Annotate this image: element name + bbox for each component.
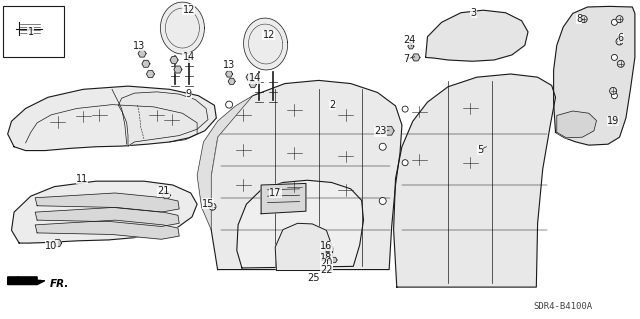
Polygon shape: [142, 60, 150, 67]
Polygon shape: [237, 180, 364, 268]
Text: 18: 18: [320, 253, 333, 263]
Polygon shape: [163, 192, 170, 199]
Polygon shape: [412, 54, 420, 61]
Polygon shape: [174, 66, 182, 73]
Text: 21: 21: [157, 186, 170, 197]
Circle shape: [616, 16, 623, 23]
Polygon shape: [161, 2, 204, 54]
Polygon shape: [408, 44, 414, 49]
Text: 19: 19: [607, 116, 620, 126]
Polygon shape: [197, 96, 253, 230]
Text: 24: 24: [403, 35, 416, 45]
Polygon shape: [8, 86, 216, 151]
Polygon shape: [228, 78, 235, 85]
Circle shape: [226, 101, 232, 108]
Circle shape: [611, 119, 618, 125]
Bar: [3, 6, 64, 57]
Circle shape: [618, 60, 624, 67]
Text: FR.: FR.: [50, 279, 69, 289]
Circle shape: [580, 16, 587, 23]
Circle shape: [402, 160, 408, 166]
Polygon shape: [138, 50, 146, 57]
Polygon shape: [12, 181, 197, 243]
Circle shape: [616, 38, 623, 45]
Text: 15: 15: [202, 198, 214, 209]
Polygon shape: [226, 71, 232, 77]
Circle shape: [380, 197, 386, 204]
Polygon shape: [384, 126, 394, 135]
Polygon shape: [275, 223, 333, 271]
Circle shape: [611, 55, 618, 60]
Circle shape: [380, 143, 386, 150]
Polygon shape: [261, 183, 306, 214]
Text: 25: 25: [307, 273, 320, 283]
Text: 14: 14: [182, 52, 195, 63]
Text: 10: 10: [45, 241, 58, 251]
Polygon shape: [331, 257, 337, 263]
Text: 11: 11: [76, 174, 88, 184]
Polygon shape: [557, 111, 596, 138]
Polygon shape: [54, 240, 61, 247]
Polygon shape: [554, 6, 635, 145]
Polygon shape: [118, 92, 208, 146]
Text: 14: 14: [248, 73, 261, 84]
Polygon shape: [170, 56, 178, 63]
Text: 2: 2: [330, 100, 336, 110]
Polygon shape: [246, 74, 253, 80]
Text: 22: 22: [320, 264, 333, 275]
Polygon shape: [211, 80, 402, 270]
Text: 23: 23: [374, 126, 387, 137]
Polygon shape: [244, 18, 287, 70]
Polygon shape: [35, 220, 179, 239]
Polygon shape: [394, 74, 556, 287]
Polygon shape: [426, 10, 528, 61]
Text: 1: 1: [28, 27, 34, 37]
Text: 13: 13: [133, 41, 146, 51]
Circle shape: [611, 93, 618, 99]
Text: 7: 7: [403, 54, 410, 64]
Text: 8: 8: [576, 14, 582, 24]
Text: 17: 17: [269, 188, 282, 198]
Polygon shape: [324, 246, 331, 251]
Text: 12: 12: [182, 4, 195, 15]
Text: 3: 3: [470, 8, 477, 18]
Text: 12: 12: [262, 30, 275, 40]
Text: 6: 6: [618, 33, 624, 43]
Polygon shape: [35, 193, 179, 212]
Polygon shape: [35, 207, 179, 226]
Text: 20: 20: [320, 258, 333, 268]
Circle shape: [610, 87, 616, 94]
Polygon shape: [147, 70, 154, 78]
Polygon shape: [324, 253, 331, 258]
Text: 5: 5: [477, 145, 483, 155]
Circle shape: [611, 19, 618, 25]
Text: 13: 13: [223, 60, 236, 70]
Polygon shape: [8, 277, 45, 285]
Text: SDR4-B4100A: SDR4-B4100A: [534, 302, 593, 311]
Circle shape: [209, 203, 216, 210]
Circle shape: [402, 106, 408, 112]
Text: 9: 9: [186, 89, 192, 99]
Text: 16: 16: [320, 241, 333, 251]
Polygon shape: [250, 81, 256, 88]
